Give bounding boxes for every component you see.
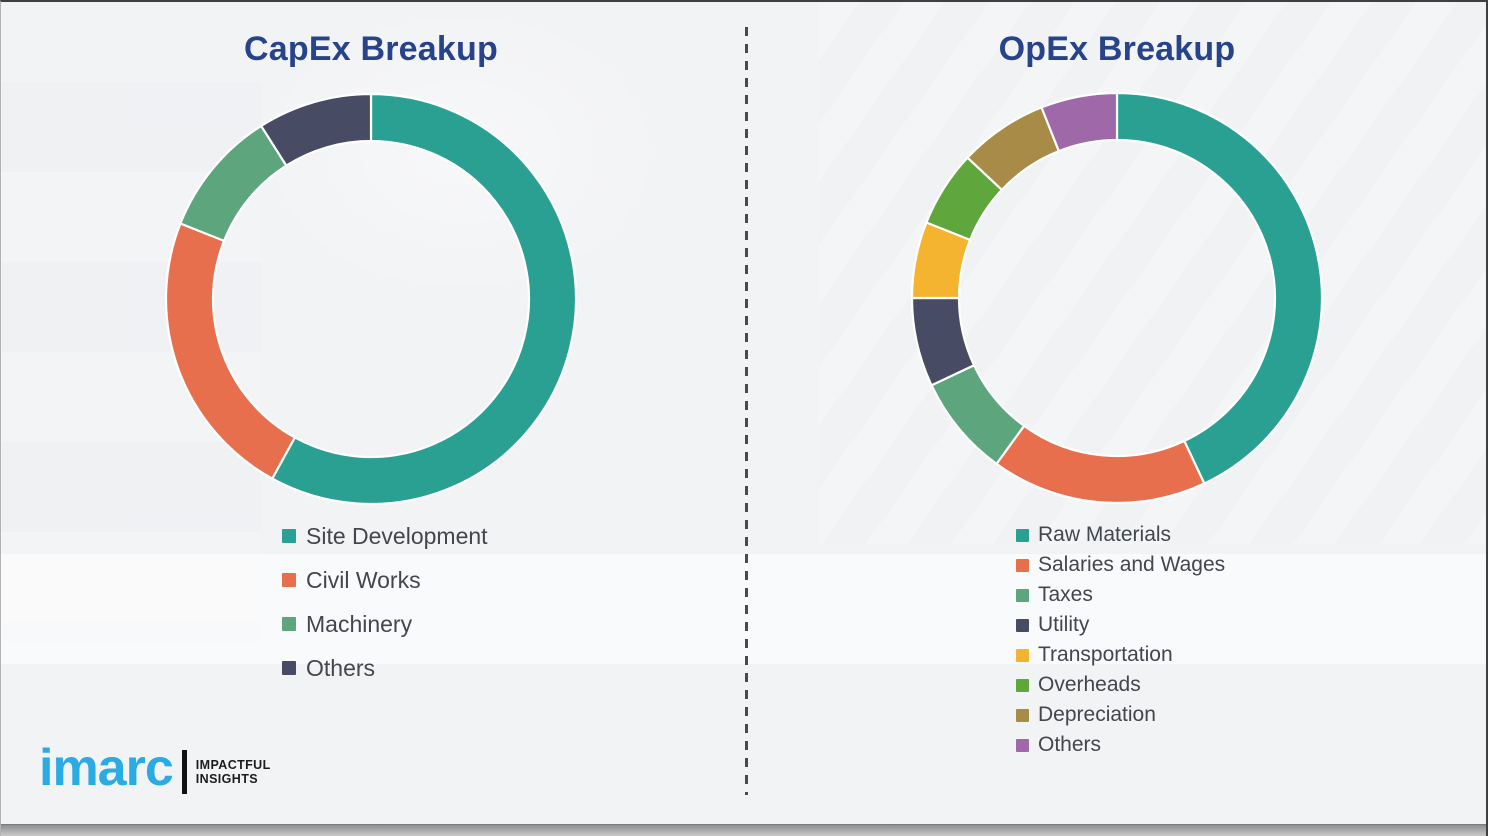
- imarc-logo: imarc IMPACTFUL INSIGHTS: [39, 738, 271, 798]
- legend-label: Depreciation: [1038, 703, 1156, 726]
- logo-tagline: IMPACTFUL INSIGHTS: [196, 758, 271, 786]
- dashed-divider: [745, 27, 748, 795]
- legend-label: Taxes: [1038, 583, 1093, 606]
- legend-color-swatch: [1016, 678, 1029, 692]
- legend-color-swatch: [1016, 708, 1029, 722]
- donut-segment-machinery: [178, 124, 288, 243]
- imarc-wordmark: imarc: [39, 739, 174, 797]
- opex-chart-title: OpEx Breakup: [998, 30, 1236, 68]
- donut-segment-others: [1040, 91, 1119, 153]
- legend-color-swatch: [1016, 558, 1029, 572]
- legend-label: Machinery: [306, 610, 413, 637]
- logo-tagline-line2: INSIGHTS: [195, 772, 258, 786]
- opex-donut-chart: [910, 91, 1324, 505]
- legend-item-machinery: Machinery: [282, 602, 488, 646]
- legend-label: Civil Works: [306, 566, 421, 593]
- bottom-edge-strip: [1, 824, 1486, 836]
- legend-item-others: Others: [1016, 730, 1225, 760]
- capex-chart-title: CapEx Breakup: [244, 30, 498, 68]
- legend-label: Others: [1038, 733, 1102, 756]
- legend-item-transportation: Transportation: [1016, 640, 1225, 670]
- legend-color-swatch: [1016, 588, 1029, 602]
- donut-segment-others: [259, 92, 373, 168]
- legend-color-swatch: [1016, 648, 1029, 662]
- legend-color-swatch: [282, 617, 296, 631]
- legend-label: Raw Materials: [1038, 523, 1172, 546]
- opex-legend: Raw Materials Salaries and Wages Taxes Util…: [1016, 520, 1225, 760]
- donut-segment-raw-materials: [1115, 91, 1324, 485]
- legend-item-civil-works: Civil Works: [282, 558, 488, 602]
- donut-segment-salaries-and-wages: [994, 424, 1206, 505]
- legend-label: Overheads: [1038, 673, 1141, 696]
- capex-donut-chart: [164, 92, 578, 506]
- legend-color-swatch: [282, 529, 296, 543]
- legend-color-swatch: [1016, 738, 1029, 752]
- legend-item-taxes: Taxes: [1016, 580, 1225, 610]
- legend-item-overheads: Overheads: [1016, 670, 1225, 700]
- legend-color-swatch: [282, 573, 296, 587]
- legend-item-depreciation: Depreciation: [1016, 700, 1225, 730]
- legend-color-swatch: [282, 661, 296, 675]
- legend-item-utility: Utility: [1016, 610, 1225, 640]
- legend-item-site-development: Site Development: [282, 514, 488, 558]
- background-band: [1, 554, 1486, 664]
- legend-item-raw-materials: Raw Materials: [1016, 520, 1225, 550]
- logo-tagline-line1: IMPACTFUL: [195, 758, 271, 772]
- donut-segment-civil-works: [164, 222, 297, 481]
- legend-label: Salaries and Wages: [1038, 553, 1226, 576]
- legend-label: Others: [306, 654, 376, 681]
- capex-legend: Site Development Civil Works Machinery Othe…: [282, 514, 488, 690]
- legend-label: Site Development: [306, 522, 488, 549]
- legend-color-swatch: [1016, 618, 1029, 632]
- legend-item-others: Others: [282, 646, 488, 690]
- legend-color-swatch: [1016, 528, 1029, 542]
- legend-label: Utility: [1038, 613, 1090, 636]
- donut-segment-site-development: [270, 92, 578, 506]
- legend-item-salaries-and-wages: Salaries and Wages: [1016, 550, 1225, 580]
- legend-label: Transportation: [1038, 643, 1173, 666]
- logo-divider-bar: [181, 750, 187, 794]
